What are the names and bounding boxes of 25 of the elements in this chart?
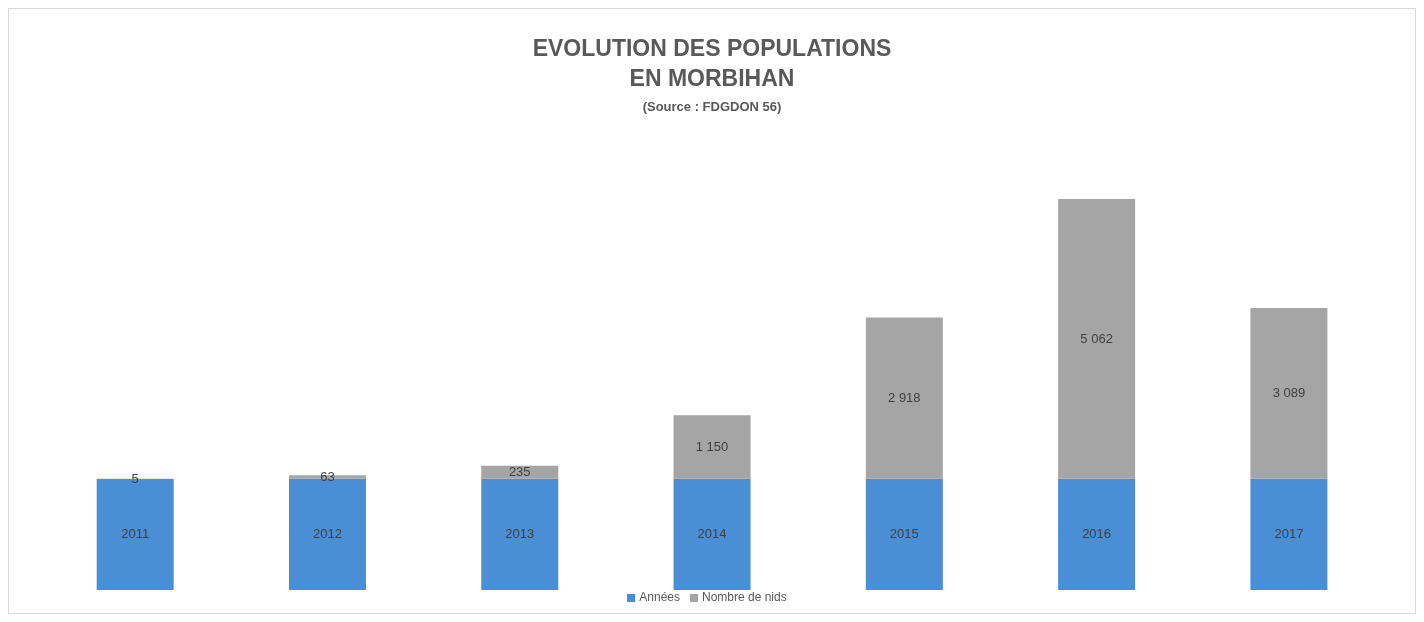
data-label: 2011 — [121, 526, 150, 542]
data-label: 1 150 — [695, 438, 729, 454]
chart-title: EVOLUTION DES POPULATIONS EN MORBIHAN — [531, 34, 893, 93]
bar — [865, 317, 943, 479]
legend-label: Nombre de nids — [701, 590, 787, 604]
bar — [1058, 478, 1136, 590]
data-label: 5 062 — [1080, 330, 1113, 346]
bar — [1250, 478, 1328, 590]
data-label: 2016 — [1082, 526, 1112, 542]
legend-label: Années — [639, 590, 680, 604]
bar — [481, 478, 559, 590]
chart-subtitle: (Source : FDGDON 56) — [641, 99, 783, 114]
bar — [1250, 307, 1328, 479]
data-label: 2017 — [1274, 526, 1304, 542]
bar — [1058, 199, 1136, 479]
data-label: 2014 — [697, 526, 727, 542]
data-label: 2013 — [505, 526, 535, 542]
bar — [673, 478, 751, 590]
data-label: 2015 — [889, 526, 919, 542]
bar — [865, 478, 943, 590]
data-label: 2012 — [313, 526, 342, 542]
data-label: 3 089 — [1272, 385, 1306, 401]
data-label: 235 — [508, 464, 531, 480]
data-label: 2 918 — [888, 390, 921, 406]
bar — [673, 415, 751, 479]
